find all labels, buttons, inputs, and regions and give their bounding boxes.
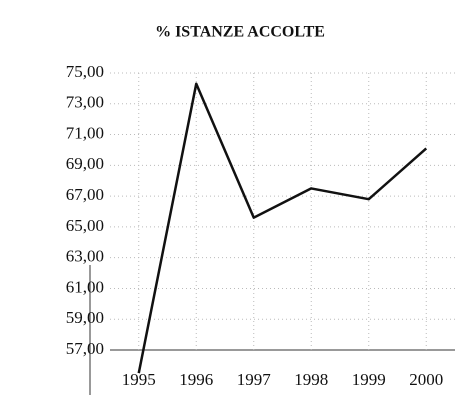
y-tick-label: 57,00: [66, 339, 104, 358]
y-tick-label: 59,00: [66, 308, 104, 327]
x-tick-label: 1997: [237, 370, 272, 389]
y-tick-label: 63,00: [66, 247, 104, 266]
chart-title: % ISTANZE ACCOLTE: [155, 24, 325, 41]
y-tick-label: 65,00: [66, 216, 104, 235]
y-tick-label: 69,00: [66, 154, 104, 173]
x-tick-label: 2000: [409, 370, 443, 389]
x-tick-label: 1999: [352, 370, 386, 389]
x-tick-label: 1996: [179, 370, 213, 389]
y-tick-label: 61,00: [66, 277, 104, 296]
x-tick-label: 1998: [294, 370, 328, 389]
y-tick-label: 67,00: [66, 185, 104, 204]
y-tick-label: 71,00: [66, 123, 104, 142]
y-tick-label: 75,00: [66, 62, 104, 81]
data-line: [137, 82, 428, 374]
y-tick-label: 73,00: [66, 93, 104, 112]
x-tick-label: 1995: [122, 370, 156, 389]
